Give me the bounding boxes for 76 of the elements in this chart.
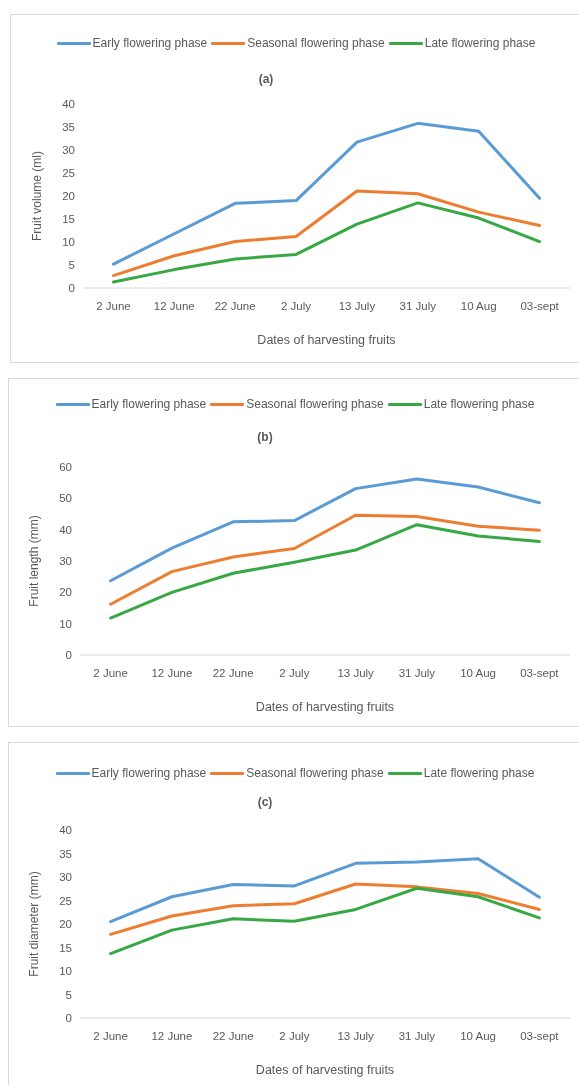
x-tick-label: 2 July [279, 1030, 310, 1043]
y-tick-label: 0 [65, 1012, 72, 1025]
y-tick-label: 15 [59, 941, 72, 954]
chart-title: (b) [256, 430, 274, 444]
x-tick-label: 12 June [151, 667, 193, 680]
line-series [109, 882, 541, 936]
x-tick-label: 2 July [281, 300, 312, 313]
line-series [109, 477, 541, 583]
x-tick-label: 2 June [93, 667, 128, 680]
x-axis-title: Dates of harvesting fruits [257, 333, 396, 347]
y-tick-label: 35 [62, 121, 75, 134]
line-series [111, 189, 542, 278]
line-series [111, 121, 542, 266]
y-axis-title: Fruit diameter (mm) [27, 871, 42, 977]
line-series [109, 886, 541, 956]
y-tick-label: 50 [59, 492, 72, 505]
y-tick-label: 35 [59, 847, 72, 860]
x-tick-label: 12 June [151, 1030, 193, 1043]
legend-label: Seasonal flowering phase [246, 766, 384, 780]
legend-label: Late flowering phase [423, 766, 535, 780]
line-series [109, 523, 541, 620]
y-tick-label: 20 [59, 918, 72, 931]
y-tick-label: 40 [62, 98, 75, 111]
line-series [109, 513, 541, 606]
x-tick-label: 10 Aug [460, 667, 497, 680]
x-tick-label: 10 Aug [460, 300, 497, 313]
x-tick-label: 03-sept [520, 300, 560, 313]
chart-title: (a) [257, 72, 275, 86]
y-tick-label: 15 [62, 213, 75, 226]
y-tick-label: 0 [65, 649, 72, 662]
y-tick-label: 60 [59, 461, 72, 474]
x-tick-label: 31 July [398, 1030, 436, 1043]
y-tick-label: 25 [59, 894, 72, 907]
legend-label: Late flowering phase [423, 397, 535, 411]
y-tick-label: 20 [59, 586, 72, 599]
y-tick-label: 10 [59, 617, 72, 630]
line-series [111, 201, 542, 284]
x-axis-title: Dates of harvesting fruits [255, 700, 395, 714]
legend-label: Seasonal flowering phase [246, 397, 384, 411]
x-tick-label: 03-sept [520, 1030, 560, 1043]
y-tick-label: 30 [59, 871, 72, 884]
x-tick-label: 13 July [338, 300, 376, 313]
legend-label: Early flowering phase [92, 36, 208, 50]
legend-label: Early flowering phase [91, 766, 207, 780]
y-tick-label: 40 [59, 824, 72, 837]
x-tick-label: 13 July [337, 667, 375, 680]
x-tick-label: 31 July [399, 300, 437, 313]
x-tick-label: 31 July [398, 667, 436, 680]
x-tick-label: 2 June [93, 1030, 128, 1043]
legend-label: Late flowering phase [424, 36, 536, 50]
x-tick-label: 03-sept [520, 667, 560, 680]
y-tick-label: 30 [62, 144, 75, 157]
chart-title: (c) [256, 795, 274, 809]
y-axis-title: Fruit length (mm) [27, 515, 42, 607]
y-tick-label: 40 [59, 523, 72, 536]
x-tick-label: 22 June [212, 1030, 254, 1043]
y-tick-label: 20 [62, 190, 75, 203]
y-axis-title: Fruit volume (ml) [30, 150, 45, 242]
y-tick-label: 5 [65, 988, 72, 1001]
x-tick-label: 12 June [153, 300, 195, 313]
y-tick-label: 10 [59, 965, 72, 978]
line-series [109, 857, 541, 924]
x-tick-label: 13 July [337, 1030, 375, 1043]
y-tick-label: 30 [59, 555, 72, 568]
x-tick-label: 2 July [279, 667, 310, 680]
x-tick-label: 22 June [212, 667, 254, 680]
x-tick-label: 22 June [214, 300, 256, 313]
x-tick-label: 10 Aug [460, 1030, 497, 1043]
y-tick-label: 5 [68, 259, 75, 272]
x-tick-label: 2 June [96, 300, 131, 313]
x-axis-title: Dates of harvesting fruits [255, 1063, 395, 1077]
legend-label: Seasonal flowering phase [247, 36, 385, 50]
y-tick-label: 10 [62, 236, 75, 249]
y-tick-label: 0 [68, 282, 75, 295]
legend-label: Early flowering phase [91, 397, 207, 411]
y-tick-label: 25 [62, 167, 75, 180]
